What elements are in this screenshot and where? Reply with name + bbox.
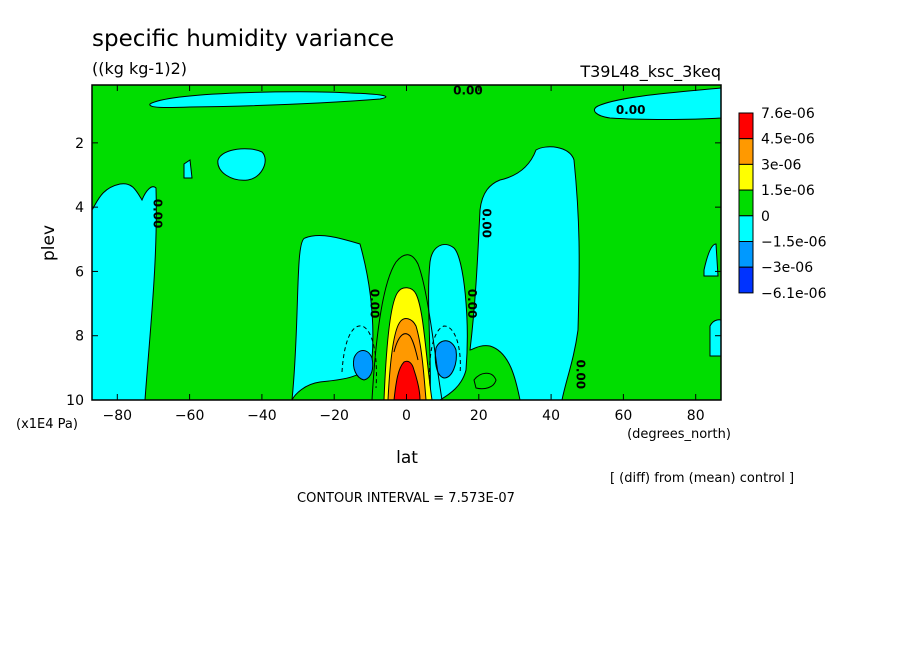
colorbar-label: 7.6e-06 <box>761 106 815 122</box>
colorbar-swatch <box>738 266 754 294</box>
colorbar-label: 3e-06 <box>761 157 801 173</box>
y-tick-label: 4 <box>75 200 84 216</box>
contour-region-far-north-b <box>709 319 721 357</box>
x-tick-label: −80 <box>103 408 133 424</box>
y-tick-label: 10 <box>66 393 84 409</box>
x-tick-label: −40 <box>247 408 277 424</box>
x-axis: −80 −60 −40 −20 0 20 40 60 80 <box>103 85 705 424</box>
contour-region-right-minimum <box>434 340 457 379</box>
contour-region-small-cell <box>217 148 266 181</box>
x-tick-label: 20 <box>470 408 488 424</box>
contour-label: 0.00 <box>150 199 164 229</box>
colorbar-label: −6.1e-06 <box>761 286 827 302</box>
contour-label: 0.00 <box>465 289 479 319</box>
colorbar-label: −1.5e-06 <box>761 235 827 251</box>
contour-label: 0.00 <box>453 84 483 98</box>
contour-region-north-column <box>469 146 580 400</box>
contour-region-upper-band <box>149 91 387 109</box>
chart-subtitle: ((kg kg-1)2) <box>92 59 187 78</box>
contour-line-dashed-right <box>429 325 461 387</box>
contour-region-left-minimum <box>353 350 374 381</box>
contour-label: 0.00 <box>367 289 381 319</box>
colorbar: 7.6e-06 4.5e-06 3e-06 1.5e-06 0 −1.5e-06 −3e-0… <box>738 106 827 302</box>
colorbar-swatch <box>738 163 754 191</box>
x-tick-label: 40 <box>542 408 560 424</box>
contour-plot <box>92 85 721 400</box>
contour-line-outer <box>371 254 443 400</box>
colorbar-swatch <box>738 241 754 268</box>
colorbar-label: 0 <box>761 209 770 225</box>
x-tick-label: −60 <box>175 408 205 424</box>
contour-region-far-north-a <box>703 243 719 277</box>
x-axis-label: lat <box>396 448 418 468</box>
y-axis-label: plev <box>39 225 59 261</box>
colorbar-swatch <box>738 189 754 217</box>
contour-region-south-column <box>92 183 157 400</box>
contour-interval: CONTOUR INTERVAL = 7.573E-07 <box>297 491 515 506</box>
run-label: T39L48_ksc_3keq <box>579 62 721 82</box>
x-axis-unit: (degrees_north) <box>627 427 731 442</box>
contour-label: 0.00 <box>616 103 646 117</box>
contour-label: 0.00 <box>479 208 493 238</box>
colorbar-label: 1.5e-06 <box>761 183 815 199</box>
y-tick-label: 6 <box>75 264 84 280</box>
contour-labels: 0.00 0.00 0.00 0.00 0.00 0.00 0.00 <box>150 84 645 389</box>
x-tick-label: 80 <box>687 408 705 424</box>
contour-line-inner <box>393 333 419 361</box>
contour-line-small-loop <box>473 372 497 390</box>
y-tick-label: 2 <box>75 136 84 152</box>
colorbar-label: −3e-06 <box>761 260 813 276</box>
x-tick-label: 0 <box>402 408 411 424</box>
contour-region-positive-max <box>393 360 421 400</box>
x-tick-label: 60 <box>614 408 632 424</box>
chart-title: specific humidity variance <box>92 26 394 52</box>
colorbar-label: 4.5e-06 <box>761 132 815 148</box>
comparison-note: [ (diff) from (mean) control ] <box>610 471 794 486</box>
contour-region-left-core <box>291 235 374 400</box>
x-tick-label: −20 <box>319 408 349 424</box>
contour-label: 0.00 <box>573 359 587 389</box>
colorbar-swatch <box>738 215 754 243</box>
y-axis: 2 4 6 8 10 <box>66 136 721 409</box>
colorbar-swatch <box>738 138 754 165</box>
contour-region-upper-right <box>594 87 721 120</box>
contour-region-tiny-cell <box>183 159 193 179</box>
y-tick-label: 8 <box>75 329 84 345</box>
colorbar-swatch <box>738 112 754 140</box>
y-axis-unit: (x1E4 Pa) <box>16 417 78 432</box>
